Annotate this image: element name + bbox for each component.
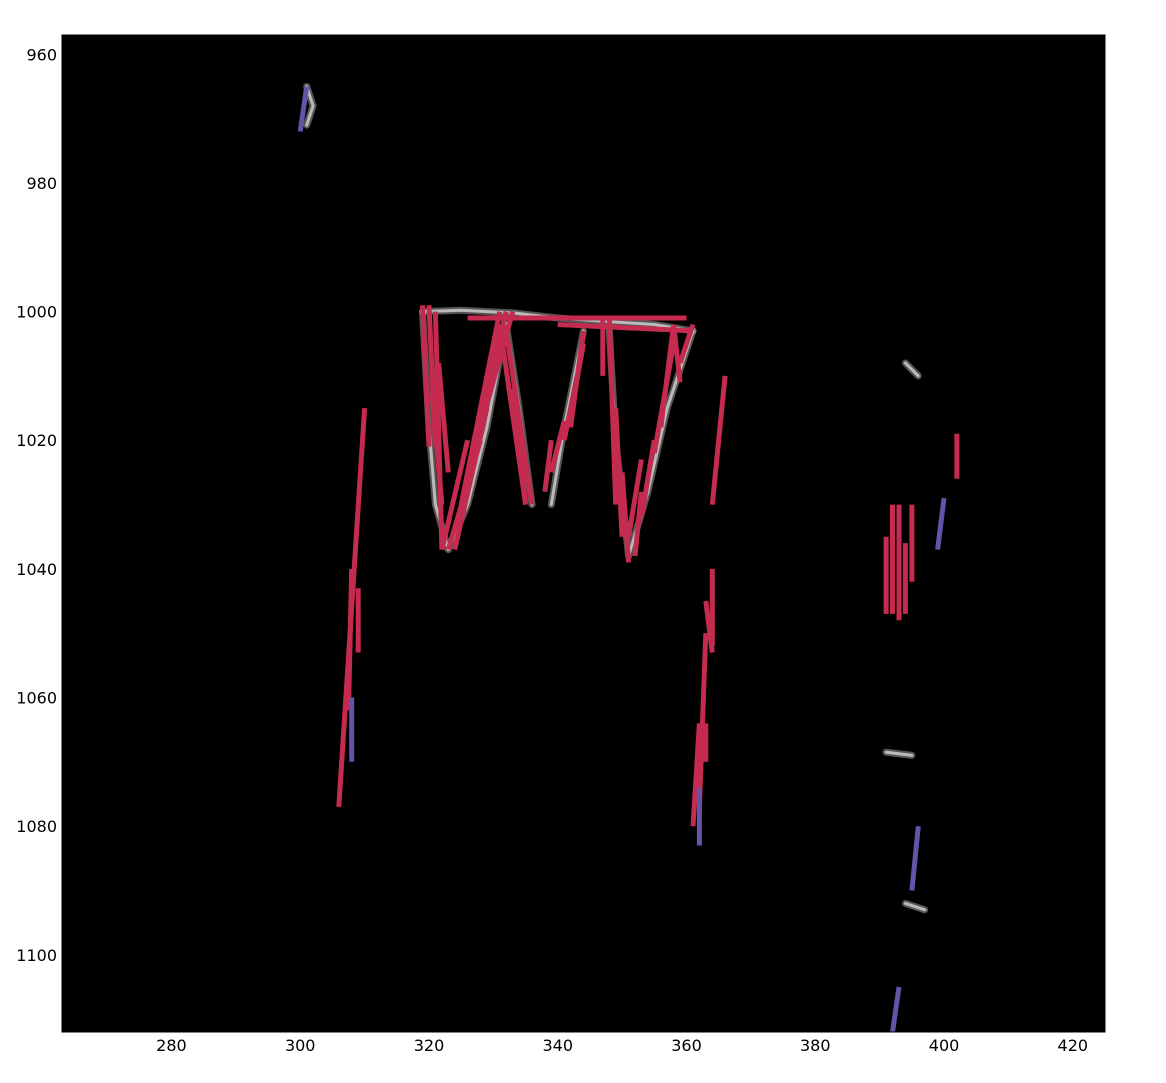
- blue-line-segment: [935, 497, 947, 550]
- x-tick-label: 280: [156, 1036, 187, 1055]
- red-line-segment: [606, 317, 619, 505]
- image-stroke-core: [884, 750, 914, 757]
- plot-background: [62, 35, 1105, 1032]
- red-line-segment: [568, 330, 586, 428]
- blue-line-segment: [297, 86, 310, 132]
- axes-frame: [61, 34, 1106, 1033]
- image-stroke-core: [903, 901, 927, 912]
- red-line-segment: [439, 439, 471, 551]
- red-line-segment: [632, 491, 644, 557]
- x-tick-label: 420: [1058, 1036, 1089, 1055]
- red-line-segment: [696, 633, 709, 807]
- red-line-segment: [516, 439, 529, 505]
- red-line-segment: [709, 375, 728, 505]
- red-line-segment: [677, 323, 696, 364]
- red-line-segment: [619, 472, 632, 563]
- blue-line-segment: [909, 825, 921, 891]
- y-tick-label: 1080: [16, 817, 57, 836]
- red-line-segment: [436, 362, 451, 473]
- y-tick-label: 1040: [16, 560, 57, 579]
- x-tick-label: 300: [285, 1036, 316, 1055]
- red-line-segment: [432, 311, 445, 550]
- red-line-segment: [703, 600, 715, 653]
- red-line-segment: [346, 568, 355, 711]
- red-line-segment: [690, 723, 702, 827]
- red-line-segment: [542, 439, 554, 493]
- y-axis: 960 980 1000 1020 1040 1060 1080 1100: [16, 45, 1105, 965]
- red-line-segment: [613, 407, 625, 537]
- y-tick-label: 980: [26, 174, 57, 193]
- x-tick-label: 380: [800, 1036, 831, 1055]
- x-axis: 280 300 320 340 360 380 400 420: [156, 35, 1088, 1055]
- image-stroke-core: [903, 361, 920, 378]
- image-stroke-core: [305, 85, 315, 127]
- red-line-segment: [658, 324, 677, 428]
- red-line-segment: [626, 459, 644, 538]
- red-line-segment: [671, 324, 683, 383]
- y-tick-label: 1060: [16, 689, 57, 708]
- y-tick-label: 1000: [16, 303, 57, 322]
- plot-area: [61, 34, 1106, 1033]
- red-line-segment: [638, 439, 657, 518]
- blue-line-segment: [890, 986, 902, 1032]
- y-tick-label: 960: [26, 45, 57, 64]
- red-line-segment: [548, 420, 567, 474]
- x-tick-label: 360: [671, 1036, 702, 1055]
- x-tick-label: 340: [542, 1036, 573, 1055]
- y-tick-label: 1100: [16, 946, 57, 965]
- red-line-segment: [420, 305, 432, 447]
- x-tick-label: 320: [414, 1036, 445, 1055]
- x-tick-label: 400: [929, 1036, 960, 1055]
- segment-layer: [297, 86, 960, 1032]
- y-tick-label: 1020: [16, 431, 57, 450]
